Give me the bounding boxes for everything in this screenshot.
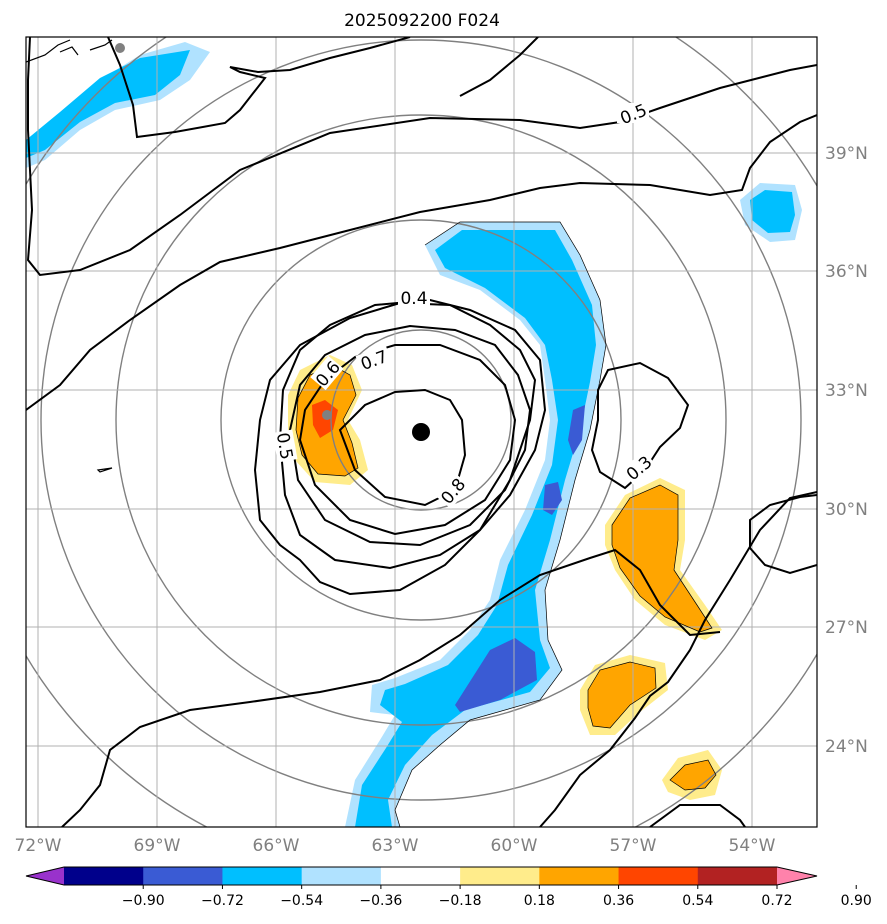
shade-outline-southeast (669, 759, 717, 791)
colorbar-ticks: −0.90 −0.72 −0.54 −0.36 −0.18 0.18 0.36 0.54 0.7… (122, 885, 872, 909)
colorbar-segment (64, 867, 144, 885)
colorbar-tick-label: 0.54 (682, 893, 713, 909)
contour-north-2 (26, 114, 817, 411)
contour-label-bg-6 (435, 473, 471, 509)
y-tick-27n: 27°N (825, 618, 868, 638)
shade-outline-south (587, 661, 657, 729)
coastline (26, 39, 113, 473)
contour-label-2: 0.4 (400, 289, 427, 309)
map-panel: 0.5 0.4 0.6 0.7 0.5 0.8 0.3 (25, 36, 818, 828)
shaded-field: 0.5 0.4 0.6 0.7 0.5 0.8 0.3 (26, 37, 817, 827)
shade-outline-main (394, 221, 607, 827)
contour-north-3 (107, 37, 411, 139)
colorbar-segments (26, 867, 817, 885)
colorbar-tick-label: −0.18 (439, 893, 482, 909)
y-tick-33n: 33°N (825, 381, 868, 401)
y-tick-39n: 39°N (825, 144, 868, 164)
colorbar-extend-low (26, 867, 64, 885)
x-tick-57w: 57°W (610, 836, 657, 856)
range-ring-3 (115, 114, 727, 726)
contour-label-bg-4 (355, 345, 393, 375)
contour-southeast (649, 804, 746, 827)
neg-core-northwest (26, 50, 190, 158)
contour-label-5: 0.5 (272, 431, 296, 461)
colorbar-tick-label: −0.54 (280, 893, 323, 909)
shade-outlines (295, 221, 717, 827)
colorbar-tick-label: 0.36 (603, 893, 634, 909)
storm-center-marker (412, 423, 430, 441)
colorbar-segment (539, 867, 620, 885)
colorbar-tick-label: 0.72 (761, 893, 792, 909)
pos-core-east (612, 485, 712, 632)
shade-outline-east (611, 484, 713, 633)
contour-south-1 (61, 548, 721, 827)
colorbar-tick-label: 0.90 (841, 893, 872, 909)
colorbar-segment (222, 867, 303, 885)
map-frame (25, 36, 818, 828)
chart-title: 2025092200 F024 (344, 11, 500, 31)
contour-label-bg-1 (617, 103, 649, 123)
point-marker-north (115, 43, 125, 53)
x-tick-66w: 66°W (253, 836, 300, 856)
colorbar-outline (25, 866, 818, 886)
contour-south-2 (539, 491, 817, 827)
colorbar-tick-label: −0.36 (359, 893, 402, 909)
neg-strong-pocket-2 (543, 482, 562, 515)
colorbar-segment (697, 867, 778, 885)
contour-05-outer (253, 301, 537, 596)
colorbar: −0.90 −0.72 −0.54 −0.36 −0.18 0.18 0.36 0.54 0.7… (25, 866, 872, 909)
x-tick-54w: 54°W (729, 836, 776, 856)
contour-06 (288, 324, 532, 547)
colorbar-segment (380, 867, 461, 885)
range-ring-2 (220, 219, 622, 621)
colorbar-extend-high (777, 867, 817, 885)
y-tick-36n: 36°N (825, 262, 868, 282)
point-marker-west (322, 410, 332, 420)
range-rings (26, 37, 817, 827)
x-tick-63w: 63°W (372, 836, 419, 856)
contour-label-bg-3 (310, 355, 344, 391)
contour-label-bg-7 (621, 450, 657, 486)
range-ring-4 (40, 39, 802, 801)
colorbar-segment (618, 867, 699, 885)
colorbar-tick-label: 0.18 (524, 893, 555, 909)
neg-strong-pocket-3 (455, 638, 537, 712)
colorbar-segment (460, 867, 540, 885)
contour-03 (590, 361, 690, 490)
contour-east (749, 494, 817, 575)
contour-north-1 (26, 37, 817, 277)
x-tick-69w: 69°W (134, 836, 181, 856)
pos-core-south (588, 662, 656, 728)
y-tick-30n: 30°N (825, 500, 868, 520)
contour-04 (278, 298, 547, 570)
range-ring-1 (330, 329, 512, 511)
contour-08 (338, 388, 467, 507)
contour-label-bg-2 (398, 288, 430, 308)
y-axis-labels: 39°N 36°N 33°N 30°N 27°N 24°N (825, 144, 868, 757)
colorbar-segment (301, 867, 382, 885)
y-tick-24n: 24°N (825, 737, 868, 757)
coastline-islet (96, 467, 113, 473)
x-tick-60w: 60°W (491, 836, 538, 856)
neg-strong-pocket-1 (568, 405, 585, 455)
colorbar-segment (143, 867, 223, 885)
contour-label-bg-5 (272, 429, 298, 463)
contour-labels: 0.5 0.4 0.6 0.7 0.5 0.8 0.3 (272, 101, 657, 509)
neg-core-northeast (750, 190, 795, 233)
x-tick-72w: 72°W (15, 836, 62, 856)
colorbar-tick-label: −0.72 (201, 893, 244, 909)
x-axis-labels: 72°W 69°W 66°W 63°W 60°W 57°W 54°W (15, 836, 776, 856)
colorbar-tick-label: −0.90 (122, 893, 165, 909)
contour-north-4 (459, 37, 539, 97)
